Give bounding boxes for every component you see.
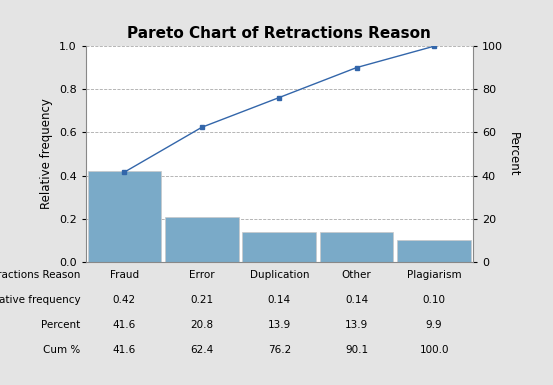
Text: 90.1: 90.1 [345, 345, 368, 355]
Text: Relative frequency: Relative frequency [0, 295, 80, 305]
Text: 0.14: 0.14 [268, 295, 291, 305]
Bar [165, 216, 239, 262]
Y-axis label: Relative frequency: Relative frequency [40, 99, 54, 209]
Text: Error: Error [189, 270, 215, 280]
Text: 62.4: 62.4 [190, 345, 213, 355]
Text: Duplication: Duplication [249, 270, 309, 280]
Text: 41.6: 41.6 [113, 345, 136, 355]
Text: Fraud: Fraud [110, 270, 139, 280]
Bar [87, 171, 161, 262]
Text: 0.10: 0.10 [422, 295, 446, 305]
Title: Pareto Chart of Retractions Reason: Pareto Chart of Retractions Reason [127, 26, 431, 41]
Text: Other: Other [342, 270, 372, 280]
Bar [243, 232, 316, 262]
Text: Percent: Percent [41, 320, 80, 330]
Bar [398, 240, 471, 262]
Text: Cum %: Cum % [43, 345, 80, 355]
Text: 0.21: 0.21 [190, 295, 213, 305]
Text: 76.2: 76.2 [268, 345, 291, 355]
Text: Retractions Reason: Retractions Reason [0, 270, 80, 280]
Text: 13.9: 13.9 [268, 320, 291, 330]
Text: 13.9: 13.9 [345, 320, 368, 330]
Text: 100.0: 100.0 [419, 345, 449, 355]
Text: 0.14: 0.14 [345, 295, 368, 305]
Bar [320, 232, 394, 262]
Text: 41.6: 41.6 [113, 320, 136, 330]
Text: 0.42: 0.42 [113, 295, 136, 305]
Text: 20.8: 20.8 [190, 320, 213, 330]
Y-axis label: Percent: Percent [507, 132, 519, 176]
Text: Plagiarism: Plagiarism [407, 270, 461, 280]
Text: 9.9: 9.9 [426, 320, 442, 330]
